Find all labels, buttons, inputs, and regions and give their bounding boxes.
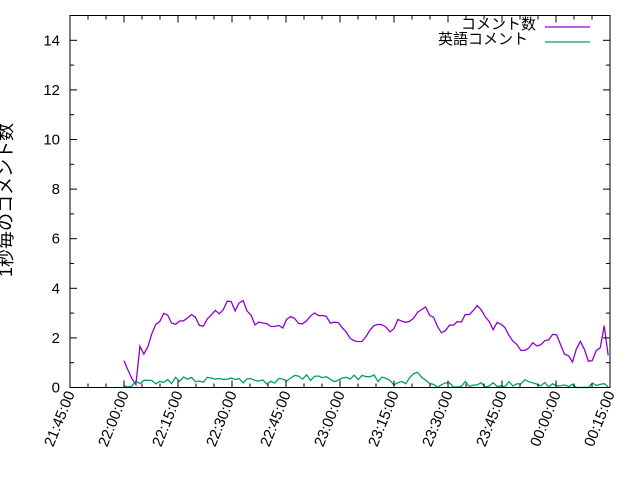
svg-text:英語コメント: 英語コメント: [438, 30, 528, 48]
svg-text:6: 6: [52, 231, 60, 248]
svg-text:12: 12: [43, 82, 60, 99]
svg-text:14: 14: [43, 32, 60, 49]
svg-text:0: 0: [52, 380, 60, 397]
svg-text:10: 10: [43, 132, 60, 149]
svg-text:2: 2: [52, 330, 60, 347]
svg-text:4: 4: [52, 280, 60, 297]
svg-text:8: 8: [52, 181, 60, 198]
svg-text:1秒毎のコメント数: 1秒毎のコメント数: [0, 123, 16, 277]
